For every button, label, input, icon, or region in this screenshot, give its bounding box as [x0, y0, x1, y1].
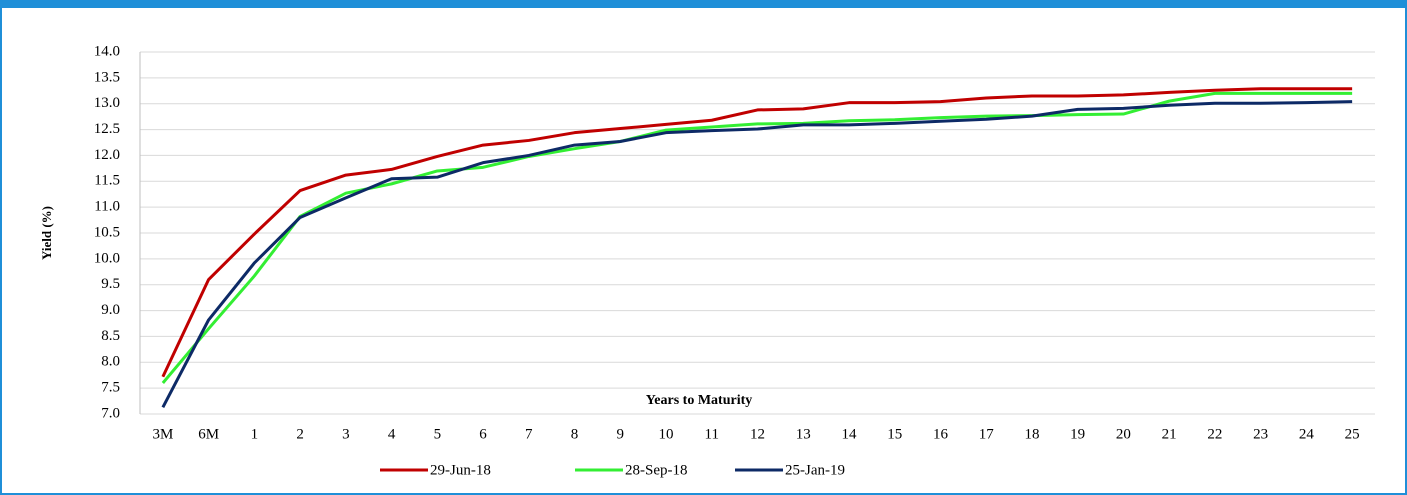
x-tick-label: 9 — [617, 426, 625, 442]
y-tick-label: 8.5 — [101, 328, 120, 344]
x-tick-label: 7 — [525, 426, 533, 442]
y-tick-label: 13.5 — [94, 69, 120, 85]
x-tick-label: 8 — [571, 426, 579, 442]
x-tick-label: 6M — [198, 426, 219, 442]
y-tick-label: 13.0 — [94, 95, 120, 111]
y-tick-label: 14.0 — [94, 43, 120, 59]
legend-label: 25-Jan-19 — [785, 462, 845, 478]
y-tick-label: 7.5 — [101, 380, 120, 396]
x-tick-label: 3M — [152, 426, 173, 442]
x-tick-label: 10 — [659, 426, 674, 442]
x-tick-label: 22 — [1207, 426, 1222, 442]
x-tick-label: 24 — [1299, 426, 1315, 442]
y-tick-label: 11.5 — [94, 173, 120, 189]
x-tick-label: 15 — [887, 426, 902, 442]
y-tick-label: 7.0 — [101, 405, 120, 421]
x-tick-label: 23 — [1253, 426, 1268, 442]
x-tick-label: 3 — [342, 426, 350, 442]
y-axis-label: Yield (%) — [39, 206, 54, 260]
series-line — [161, 100, 1353, 408]
x-tick-label: 6 — [479, 426, 487, 442]
series-line — [161, 87, 1353, 378]
x-tick-label: 25 — [1345, 426, 1360, 442]
x-tick-label: 2 — [296, 426, 304, 442]
y-tick-label: 8.0 — [101, 354, 120, 370]
series-line — [161, 91, 1353, 384]
x-tick-label: 19 — [1070, 426, 1085, 442]
legend-label: 28-Sep-18 — [625, 462, 688, 478]
y-tick-label: 9.0 — [101, 302, 120, 318]
x-tick-label: 12 — [750, 426, 765, 442]
x-tick-label: 14 — [841, 426, 857, 442]
x-axis-label: Years to Maturity — [646, 393, 753, 408]
x-tick-label: 11 — [705, 426, 719, 442]
y-tick-label: 12.0 — [94, 147, 120, 163]
y-tick-label: 10.0 — [94, 250, 120, 266]
y-tick-label: 9.5 — [101, 276, 120, 292]
x-tick-label: 17 — [979, 426, 995, 442]
legend-label: 29-Jun-18 — [430, 462, 491, 478]
x-tick-label: 18 — [1024, 426, 1039, 442]
x-tick-label: 21 — [1162, 426, 1177, 442]
y-tick-label: 10.5 — [94, 224, 120, 240]
x-tick-label: 13 — [796, 426, 811, 442]
x-tick-label: 1 — [251, 426, 259, 442]
x-tick-label: 20 — [1116, 426, 1131, 442]
y-tick-label: 12.5 — [94, 121, 120, 137]
x-tick-label: 16 — [933, 426, 949, 442]
x-tick-label: 5 — [434, 426, 442, 442]
x-tick-label: 4 — [388, 426, 396, 442]
y-tick-label: 11.0 — [94, 199, 120, 215]
